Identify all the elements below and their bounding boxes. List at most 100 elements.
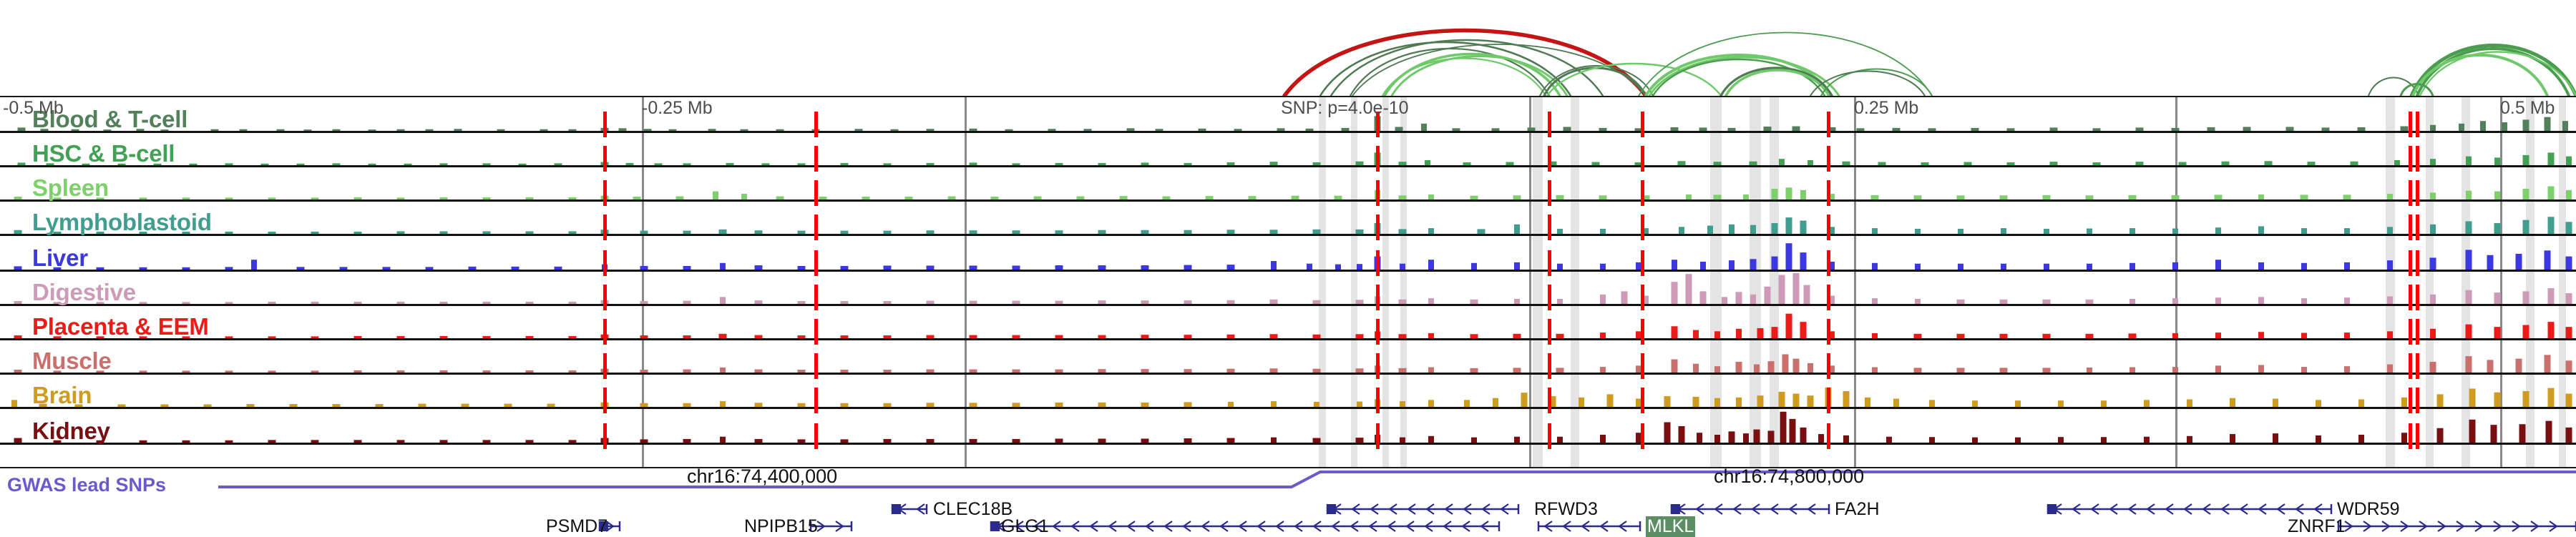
signal-bar — [2301, 298, 2307, 304]
signal-bar — [2135, 127, 2144, 131]
signal-bar — [2494, 157, 2500, 165]
signal-track-brain[interactable]: Brain — [0, 375, 2576, 409]
signal-bar — [1098, 402, 1106, 407]
signal-bar — [332, 129, 341, 131]
signal-bar — [1679, 227, 1684, 234]
signal-bar — [2565, 327, 2572, 338]
signal-bar — [375, 404, 384, 407]
gene-model[interactable] — [1670, 503, 1830, 515]
signal-bar — [1470, 334, 1478, 338]
interaction-arc — [1652, 58, 1826, 96]
gene-label-npipb15[interactable]: NPIPB15 — [744, 516, 818, 536]
signal-bar — [1527, 127, 1536, 131]
signal-track-blood-t-cell[interactable]: Blood & T-cell — [0, 97, 2576, 133]
signal-bar — [1470, 195, 1478, 199]
signal-bar — [947, 196, 956, 199]
gene-label-mlkl[interactable]: MLKL — [1646, 516, 1696, 537]
signal-bar — [1184, 300, 1192, 304]
gwas-lead-snps-lane: GWAS lead SNPs chr16:74,400,000 chr16:74… — [0, 465, 2576, 501]
signal-bar — [2085, 333, 2094, 338]
signal-bar — [2049, 127, 2058, 131]
signal-bar — [2230, 434, 2235, 443]
signal-bar — [1005, 129, 1013, 131]
signal-bar — [2522, 154, 2529, 165]
gene-model[interactable] — [2337, 521, 2576, 532]
signal-track-liver[interactable]: Liver — [0, 236, 2576, 272]
gene-model[interactable] — [990, 521, 1501, 532]
signal-track-kidney[interactable]: Kidney — [0, 409, 2576, 445]
snp-marker-line — [1548, 250, 1551, 276]
signal-bar — [720, 262, 726, 270]
snp-marker-line — [603, 353, 607, 379]
signal-track-digestive[interactable]: Digestive — [0, 272, 2576, 306]
signal-bar — [2502, 122, 2507, 131]
signal-track-lymphoblastoid[interactable]: Lymphoblastoid — [0, 202, 2576, 236]
signal-track-placenta-eem[interactable]: Placenta & EEM — [0, 306, 2576, 340]
signal-track-hsc-b-cell[interactable]: HSC & B-cell — [0, 133, 2576, 167]
signal-bar — [883, 370, 892, 373]
signal-bar — [1735, 362, 1742, 373]
signal-bar — [2015, 437, 2021, 443]
signal-bar — [1055, 265, 1063, 270]
gene-label-psmd7[interactable]: PSMD7 — [546, 516, 608, 536]
signal-bar — [718, 229, 727, 234]
signal-bar — [2171, 127, 2180, 131]
gene-model[interactable] — [2046, 503, 2333, 515]
signal-bar — [1693, 363, 1699, 373]
signal-bar — [840, 301, 849, 304]
signal-bar — [14, 301, 22, 304]
snp-marker-line — [603, 388, 607, 413]
signal-bar — [926, 369, 935, 373]
gene-label-wdr59[interactable]: WDR59 — [2337, 499, 2400, 519]
gene-label-glg1[interactable]: GLG1 — [1001, 516, 1049, 536]
gene-model[interactable] — [598, 521, 621, 532]
signal-bar — [1750, 259, 1757, 270]
signal-bar — [1470, 368, 1478, 373]
snp-marker-line — [1827, 180, 1830, 206]
signal-bar — [511, 266, 519, 270]
signal-bar — [82, 163, 90, 165]
gene-label-clec18b[interactable]: CLEC18B — [933, 499, 1013, 519]
signal-bar — [1636, 262, 1641, 270]
signal-bar — [754, 369, 763, 373]
interaction-arc — [1820, 68, 1933, 96]
signal-bar — [969, 403, 977, 407]
signal-bar — [1184, 162, 1192, 165]
signal-track-muscle[interactable]: Muscle — [0, 340, 2576, 375]
gene-model[interactable] — [1326, 503, 1520, 515]
track-baseline — [0, 199, 2576, 202]
signal-bar — [1277, 128, 1285, 131]
signal-bar — [883, 438, 892, 443]
signal-bar — [1700, 261, 1706, 270]
signal-bar — [2144, 400, 2150, 407]
signal-bar — [568, 129, 577, 131]
signal-bar — [139, 197, 147, 199]
signal-bar — [1548, 161, 1557, 165]
signal-bar — [1184, 369, 1192, 373]
signal-bar — [1743, 433, 1749, 443]
gene-label-znrf1[interactable]: ZNRF1 — [2288, 516, 2346, 536]
signal-bar — [683, 230, 691, 234]
gene-label-fa2h[interactable]: FA2H — [1835, 499, 1880, 519]
signal-bar — [926, 162, 935, 165]
signal-bar — [1012, 230, 1020, 234]
coordinate-label-right: chr16:74,800,000 — [1714, 465, 1865, 487]
snp-marker-line — [2416, 180, 2419, 206]
signal-bar — [53, 302, 62, 304]
gene-model[interactable] — [1537, 521, 1641, 532]
snp-marker-line — [1641, 353, 1644, 379]
signal-bar — [2565, 256, 2572, 270]
gene-model[interactable] — [809, 521, 853, 532]
signal-bar — [1513, 333, 1521, 338]
signal-bar — [1634, 128, 1643, 131]
signal-bar — [1428, 400, 1434, 407]
gene-model[interactable] — [891, 503, 928, 515]
signal-bar — [969, 265, 977, 270]
gene-label-rfwd3[interactable]: RFWD3 — [1534, 499, 1598, 519]
signal-bar — [1714, 434, 1720, 443]
signal-bar — [1600, 367, 1606, 373]
track-label: Liver — [32, 245, 88, 271]
signal-bar — [640, 370, 648, 373]
signal-bar — [2358, 399, 2364, 407]
signal-track-spleen[interactable]: Spleen — [0, 167, 2576, 202]
